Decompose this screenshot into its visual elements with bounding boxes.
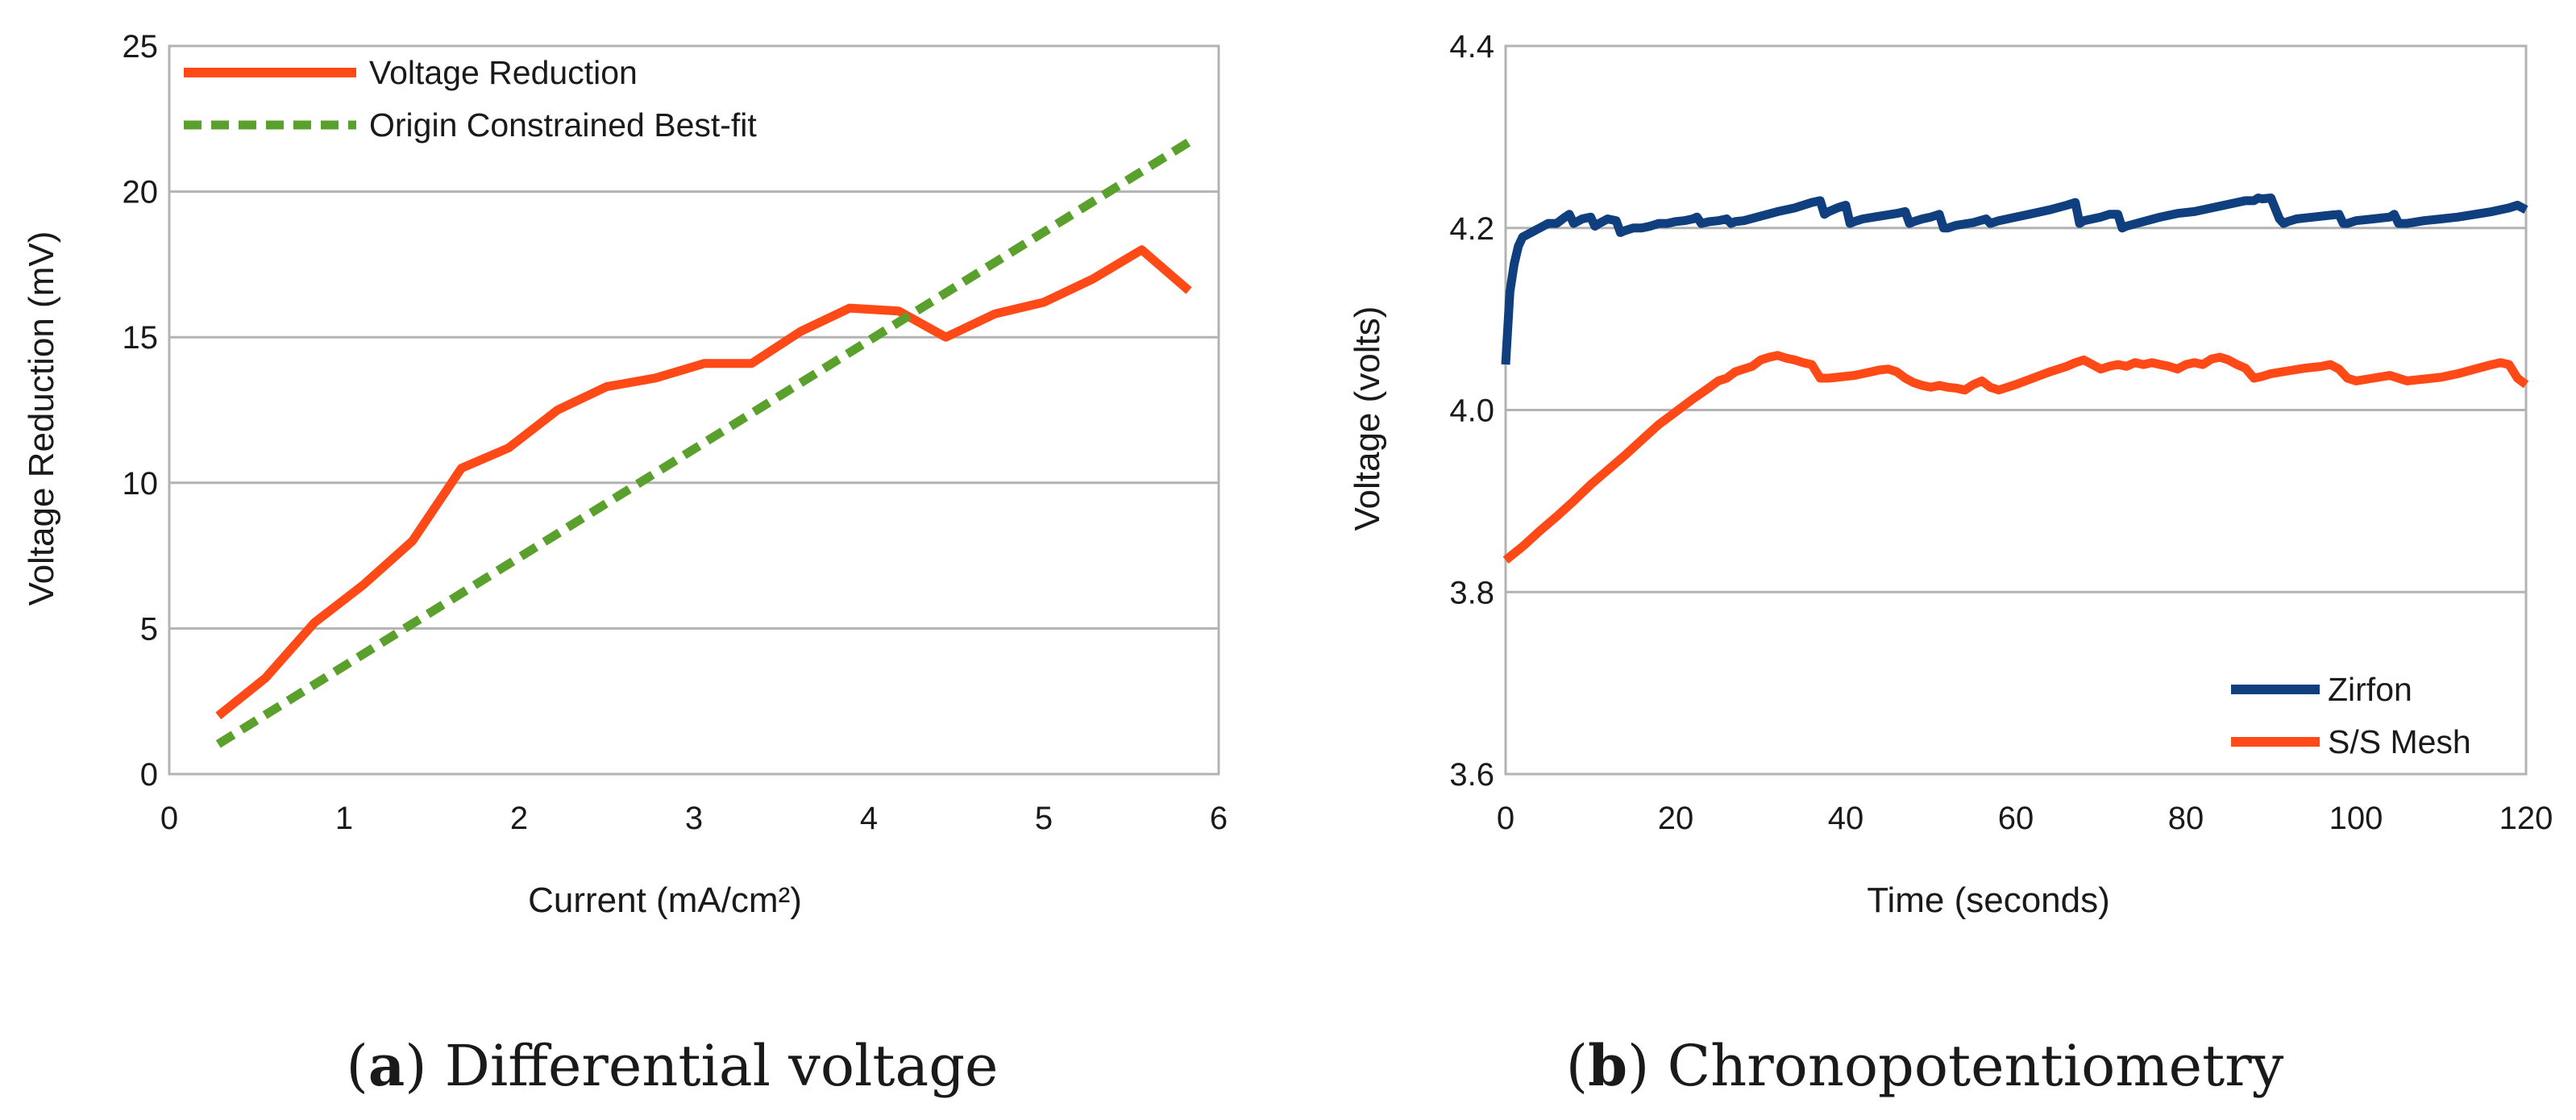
a-y-tick-label: 25: [123, 29, 159, 65]
a-x-tick-label: 6: [1210, 801, 1228, 836]
a-x-tick-label: 3: [685, 801, 703, 836]
panel-b-chronopotentiometry: 0 20 40 60 80 100 120 3.6 3.8 4.0 4.2 4.4 Time (se…: [1348, 29, 2553, 1099]
b-legend: Zirfon S/S Mesh: [2231, 671, 2471, 760]
b-y-tick-label: 4.0: [1449, 393, 1494, 429]
a-caption-label: a: [368, 1032, 405, 1099]
a-x-tick-label: 0: [160, 801, 178, 836]
a-y-tick-label: 5: [140, 611, 158, 647]
b-x-tick-label: 20: [1658, 801, 1694, 836]
panel-a-differential-voltage: 0 1 2 3 4 5 6 0 5 10 15 20 25 Current (mA/cm²) Volt…: [22, 29, 1228, 1099]
a-y-tick-label: 10: [123, 466, 159, 502]
b-x-tick-label: 0: [1497, 801, 1514, 836]
a-series-line-voltage-reduction: [215, 245, 1192, 720]
a-series-line-origin-constrained-best-fit: [215, 138, 1191, 748]
b-plot-frame: [1504, 44, 2528, 776]
b-y-tick-labels: 3.6 3.8 4.0 4.2 4.4: [1449, 29, 1494, 793]
b-y-tick-label: 3.6: [1449, 757, 1494, 793]
a-x-tick-label: 2: [510, 801, 528, 836]
a-x-tick-label: 4: [860, 801, 878, 836]
a-legend-label-voltage-reduction: Voltage Reduction: [369, 54, 638, 91]
b-y-axis-label: Voltage (volts): [1348, 306, 1387, 531]
a-plot-frame: [168, 44, 1220, 776]
b-y-tick-label: 4.4: [1449, 29, 1494, 65]
a-caption: (a) Differential voltage: [347, 1032, 999, 1099]
b-x-tick-label: 60: [1998, 801, 2034, 836]
b-caption: (b) Chronopotentiometry: [1566, 1032, 2284, 1099]
a-y-tick-labels: 0 5 10 15 20 25: [123, 29, 159, 793]
a-legend-label-best-fit: Origin Constrained Best-fit: [369, 106, 757, 144]
b-y-tick-label: 4.2: [1449, 211, 1494, 247]
b-caption-label: b: [1588, 1032, 1627, 1099]
a-y-axis-label: Voltage Reduction (mV): [22, 231, 61, 606]
b-legend-label-ss-mesh: S/S Mesh: [2328, 723, 2471, 760]
b-series-line-s-s-mesh: [1502, 351, 2529, 564]
a-x-tick-labels: 0 1 2 3 4 5 6: [160, 801, 1228, 836]
b-gridlines: [1506, 44, 2526, 776]
b-x-tick-label: 80: [2168, 801, 2204, 836]
b-x-axis-label: Time (seconds): [1867, 881, 2110, 920]
a-series-lines: [215, 138, 1192, 748]
b-x-tick-labels: 0 20 40 60 80 100 120: [1497, 801, 2553, 836]
a-y-tick-label: 20: [123, 175, 159, 210]
a-legend: Voltage Reduction Origin Constrained Bes…: [184, 54, 757, 144]
a-y-tick-label: 0: [140, 757, 158, 793]
a-x-axis-label: Current (mA/cm²): [528, 881, 802, 920]
b-series-line-zirfon: [1501, 194, 2528, 365]
a-gridlines: [169, 44, 1219, 776]
b-y-tick-label: 3.8: [1449, 575, 1494, 610]
b-x-tick-label: 100: [2329, 801, 2383, 836]
a-x-tick-label: 5: [1035, 801, 1053, 836]
a-x-tick-label: 1: [335, 801, 353, 836]
a-caption-text: Differential voltage: [445, 1033, 999, 1099]
b-legend-label-zirfon: Zirfon: [2328, 671, 2412, 708]
b-caption-text: Chronopotentiometry: [1668, 1033, 2284, 1099]
a-y-tick-label: 15: [123, 320, 159, 356]
b-x-tick-label: 40: [1828, 801, 1864, 836]
b-series-lines: [1501, 194, 2529, 564]
b-x-tick-label: 120: [2499, 801, 2553, 836]
